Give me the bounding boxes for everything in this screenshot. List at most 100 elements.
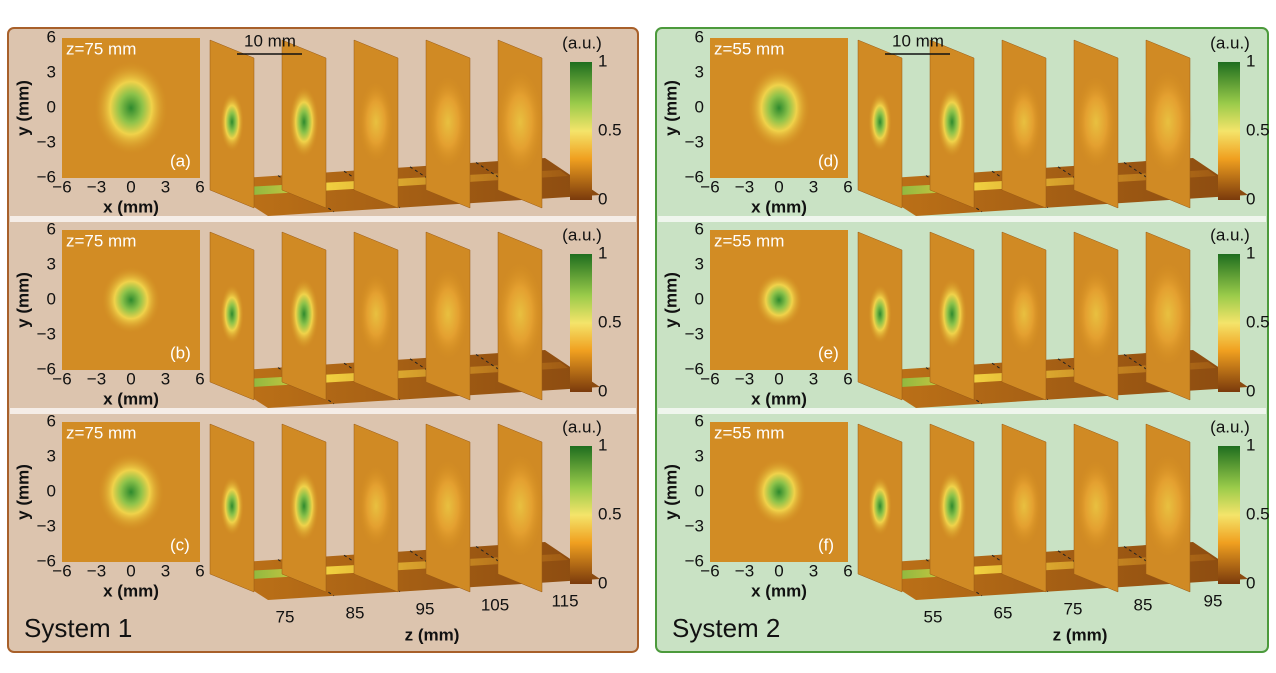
slice-spot: [937, 470, 967, 542]
x-tick-label: −3: [735, 561, 754, 580]
row-separator: [10, 216, 636, 222]
x-tick-label: 6: [195, 177, 204, 196]
slice-spot: [868, 476, 892, 536]
colorbar-tick-label: 1: [1246, 51, 1255, 70]
x-axis-label: x (mm): [751, 197, 807, 216]
y-tick-label: 6: [47, 219, 56, 238]
y-tick-label: −6: [685, 167, 704, 186]
slice-spot: [427, 266, 469, 362]
y-tick-label: 0: [47, 481, 56, 500]
y-tick-label: 0: [695, 97, 704, 116]
y-tick-label: −6: [37, 167, 56, 186]
x-tick-label: −6: [700, 177, 719, 196]
x-axis-label: x (mm): [751, 581, 807, 600]
y-tick-label: −3: [37, 132, 56, 151]
y-axis-label: y (mm): [13, 464, 32, 520]
colorbar: [570, 62, 592, 200]
x-axis-label: x (mm): [751, 389, 807, 408]
x-tick-label: 3: [161, 177, 170, 196]
y-tick-label: 6: [47, 27, 56, 46]
colorbar-unit: (a.u.): [1210, 417, 1250, 436]
x-tick-label: −3: [87, 561, 106, 580]
colorbar-unit: (a.u.): [562, 33, 602, 52]
y-tick-label: 3: [695, 446, 704, 465]
slice-spot: [289, 278, 319, 350]
panel-letter: (c): [170, 535, 190, 554]
colorbar-unit: (a.u.): [562, 417, 602, 436]
x-tick-label: −6: [52, 177, 71, 196]
x-tick-label: 3: [809, 177, 818, 196]
y-tick-label: 0: [695, 481, 704, 500]
slice-spot: [937, 86, 967, 158]
z-tick-label: 75: [276, 607, 295, 626]
beam-spot: [755, 272, 803, 328]
y-axis-label: y (mm): [661, 272, 680, 328]
z-tick-label: 55: [924, 607, 943, 626]
z-position-label: z=55 mm: [714, 423, 784, 442]
panel-letter: (e): [818, 343, 839, 362]
x-tick-label: −3: [87, 177, 106, 196]
colorbar-tick-label: 0: [598, 573, 607, 592]
x-axis-label: x (mm): [103, 581, 159, 600]
y-tick-label: −6: [685, 359, 704, 378]
colorbar-tick-label: 0: [1246, 381, 1255, 400]
beam-spot: [751, 458, 807, 526]
x-tick-label: −6: [52, 561, 71, 580]
slice-spot: [868, 92, 892, 152]
z-axis-label: z (mm): [405, 625, 460, 644]
colorbar: [570, 446, 592, 584]
slice-spot: [1006, 80, 1042, 164]
y-axis-label: y (mm): [13, 272, 32, 328]
colorbar-tick-label: 0.5: [1246, 504, 1270, 523]
x-axis-label: x (mm): [103, 197, 159, 216]
colorbar-tick-label: 0: [598, 381, 607, 400]
y-tick-label: −6: [37, 551, 56, 570]
y-tick-label: 3: [47, 62, 56, 81]
y-tick-label: 0: [47, 289, 56, 308]
x-tick-label: 3: [161, 369, 170, 388]
z-tick-label: 65: [994, 603, 1013, 622]
slice-spot: [1144, 260, 1192, 368]
slice-spot: [289, 86, 319, 158]
y-axis-label: y (mm): [661, 80, 680, 136]
colorbar-tick-label: 1: [598, 243, 607, 262]
slice-spot: [358, 272, 394, 356]
x-tick-label: 6: [195, 561, 204, 580]
system-label: System 1: [24, 613, 132, 643]
colorbar-tick-label: 0: [1246, 573, 1255, 592]
x-tick-label: −6: [52, 369, 71, 388]
y-tick-label: 0: [47, 97, 56, 116]
y-tick-label: −3: [685, 516, 704, 535]
beam-spot: [93, 60, 169, 156]
system-label: System 2: [672, 613, 780, 643]
panel-letter: (b): [170, 343, 191, 362]
colorbar-unit: (a.u.): [1210, 33, 1250, 52]
y-tick-label: 6: [695, 219, 704, 238]
y-tick-label: 6: [695, 27, 704, 46]
slice-spot: [220, 284, 244, 344]
slice-spot: [289, 470, 319, 542]
slice-spot: [1144, 452, 1192, 560]
colorbar-unit: (a.u.): [562, 225, 602, 244]
colorbar-tick-label: 0.5: [598, 120, 622, 139]
y-tick-label: 6: [47, 411, 56, 430]
colorbar-unit: (a.u.): [1210, 225, 1250, 244]
z-position-label: z=75 mm: [66, 231, 136, 250]
colorbar-tick-label: 0: [1246, 189, 1255, 208]
y-tick-label: 3: [47, 254, 56, 273]
z-position-label: z=75 mm: [66, 39, 136, 58]
y-tick-label: −6: [37, 359, 56, 378]
slice-spot: [496, 260, 544, 368]
slice-spot: [1144, 68, 1192, 176]
x-tick-label: 6: [843, 369, 852, 388]
scale-bar-label: 10 mm: [244, 31, 296, 50]
slice-spot: [427, 74, 469, 170]
colorbar: [1218, 446, 1240, 584]
y-tick-label: 3: [695, 62, 704, 81]
slice-spot: [1006, 464, 1042, 548]
z-tick-label: 85: [346, 603, 365, 622]
y-tick-label: −3: [685, 324, 704, 343]
x-tick-label: −6: [700, 561, 719, 580]
x-tick-label: 6: [195, 369, 204, 388]
colorbar: [1218, 62, 1240, 200]
